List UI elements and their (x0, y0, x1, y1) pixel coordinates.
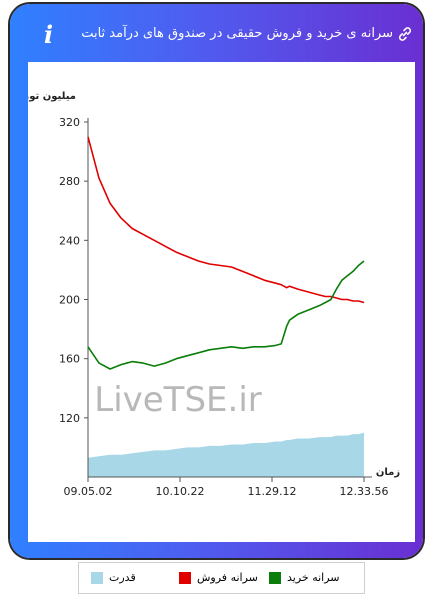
card-header: i سرانه ی خرید و فروش حقیقی در صندوق های… (10, 4, 423, 60)
series-line-sell (87, 136, 365, 304)
series-area-power (88, 432, 364, 477)
y-tick-label: 200 (59, 294, 80, 307)
legend-item-buy[interactable]: سرانه خرید (287, 571, 340, 584)
legend-item-power[interactable]: قدرت (109, 571, 136, 584)
chart-panel: میلیون تومان زمان LiveTSE.ir 120 160 200 24… (11, 62, 415, 594)
x-tick-label: 12.33.56 (340, 485, 389, 498)
x-tick-label: 11.29.12 (248, 485, 297, 498)
watermark: LiveTSE.ir (94, 380, 262, 420)
chart-svg: میلیون تومان زمان LiveTSE.ir 120 160 200 24… (11, 91, 401, 498)
chart-card: i سرانه ی خرید و فروش حقیقی در صندوق های… (10, 4, 423, 594)
y-tick-label: 320 (59, 116, 80, 129)
legend-item-sell[interactable]: سرانه فروش (197, 571, 258, 584)
y-tick-label: 280 (59, 175, 80, 188)
y-tick-label: 240 (59, 234, 80, 247)
y-tick-label: 160 (59, 353, 80, 366)
legend: قدرت سرانه فروش سرانه خرید (78, 562, 365, 594)
link-icon[interactable] (397, 26, 413, 42)
chart-title: سرانه ی خرید و فروش حقیقی در صندوق های د… (81, 26, 393, 41)
y-axis-label: میلیون تومان (28, 91, 76, 102)
info-icon[interactable]: i (44, 20, 54, 49)
series-line-buy (87, 260, 365, 370)
y-tick-label: 120 (59, 412, 80, 425)
x-axis-label: زمان (376, 467, 400, 478)
x-tick-label: 10.10.22 (156, 485, 205, 498)
x-tick-label: 09.05.02 (64, 485, 113, 498)
